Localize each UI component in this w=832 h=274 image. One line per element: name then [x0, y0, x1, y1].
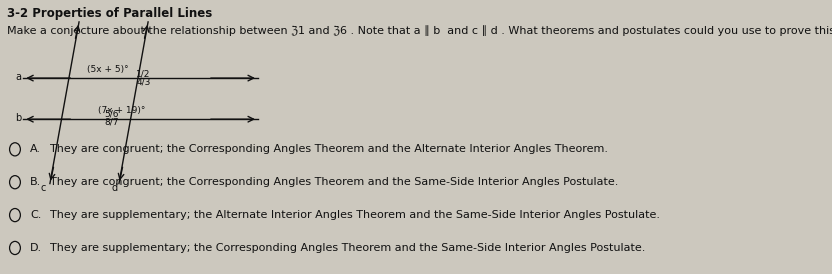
- Text: c: c: [41, 183, 46, 193]
- Text: 3-2 Properties of Parallel Lines: 3-2 Properties of Parallel Lines: [7, 7, 212, 20]
- Text: D.: D.: [30, 243, 42, 253]
- Text: They are supplementary; the Corresponding Angles Theorem and the Same-Side Inter: They are supplementary; the Correspondin…: [50, 243, 646, 253]
- Text: 5/6: 5/6: [104, 110, 118, 119]
- Text: C.: C.: [30, 210, 42, 220]
- Text: They are supplementary; the Alternate Interior Angles Theorem and the Same-Side : They are supplementary; the Alternate In…: [50, 210, 660, 220]
- Text: d: d: [111, 183, 118, 193]
- Text: 4/3: 4/3: [136, 78, 151, 87]
- Text: They are congruent; the Corresponding Angles Theorem and the Same-Side Interior : They are congruent; the Corresponding An…: [50, 177, 618, 187]
- Text: (5x + 5)°: (5x + 5)°: [87, 65, 129, 74]
- Text: 1/2: 1/2: [136, 70, 151, 78]
- Text: They are congruent; the Corresponding Angles Theorem and the Alternate Interior : They are congruent; the Corresponding An…: [50, 144, 608, 154]
- Text: (7x + 19)°: (7x + 19)°: [98, 107, 146, 115]
- Text: b: b: [15, 113, 22, 123]
- Text: A.: A.: [30, 144, 41, 154]
- Text: 8/7: 8/7: [104, 118, 118, 127]
- Text: a: a: [15, 72, 22, 82]
- Text: Make a conjecture about the relationship between ℨ1 and ℨ6 . Note that a ∥ b  an: Make a conjecture about the relationship…: [7, 25, 832, 36]
- Text: B.: B.: [30, 177, 42, 187]
